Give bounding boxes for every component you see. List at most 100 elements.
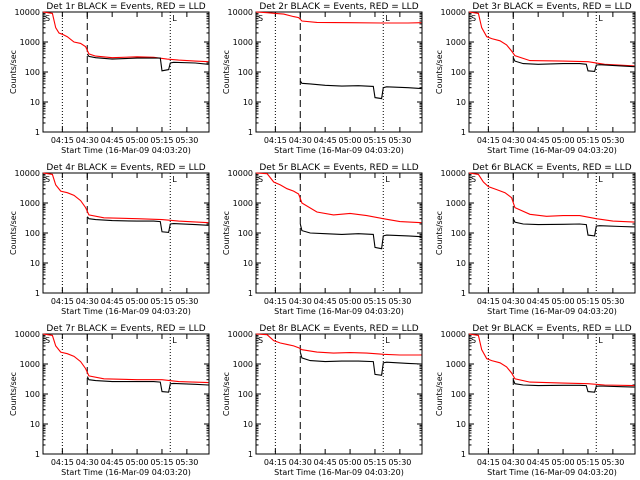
corner-label-l: L [385, 175, 390, 184]
y-tick-label: 10 [456, 259, 466, 268]
x-tick-label: 05:15 [576, 136, 599, 145]
x-tick-label: 05:30 [388, 458, 411, 467]
x-tick-label: 04:45 [314, 458, 337, 467]
chart-title: Det 3r BLACK = Events, RED = LLD [472, 2, 631, 12]
x-tick-label: 04:30 [76, 136, 99, 145]
chart-title: Det 2r BLACK = Events, RED = LLD [259, 2, 418, 12]
y-tick-label: 10000 [15, 330, 40, 339]
y-tick-label: 1000 [233, 38, 253, 47]
x-axis-label: Start Time (16-Mar-09 04:03:20) [61, 468, 191, 477]
panel-5: Det 5r BLACK = Events, RED = LLD 1 10 100 10… [222, 163, 423, 316]
x-axis-label: Start Time (16-Mar-09 04:03:20) [487, 146, 617, 155]
y-tick-label: 1000 [233, 199, 253, 208]
x-tick-label: 05:30 [175, 458, 198, 467]
plot-frame [255, 333, 423, 455]
corner-label-s: S [258, 14, 263, 23]
plot-frame [42, 172, 210, 294]
panel-2: Det 2r BLACK = Events, RED = LLD 1 10 100 10… [222, 2, 423, 155]
lld-rate-line [42, 333, 209, 384]
x-tick-label: 05:15 [576, 458, 599, 467]
x-tick-label: 05:30 [388, 136, 411, 145]
y-tick-label: 1 [461, 450, 466, 459]
panel-1: Det 1r BLACK = Events, RED = LLD 1 10 100 10… [9, 2, 210, 155]
y-axis-label: Counts/sec [222, 372, 231, 416]
y-axis-label: Counts/sec [222, 50, 231, 94]
panel-3: Det 3r BLACK = Events, RED = LLD 1 10 100 10… [435, 2, 636, 155]
y-tick-label: 1000 [233, 360, 253, 369]
corner-label-s: S [258, 336, 263, 345]
corner-label-s: S [45, 336, 50, 345]
x-tick-label: 04:45 [101, 136, 124, 145]
x-axis-label: Start Time (16-Mar-09 04:03:20) [274, 307, 404, 316]
x-tick-label: 05:00 [552, 458, 575, 467]
y-axis-label: Counts/sec [435, 50, 444, 94]
x-tick-label: 04:45 [527, 297, 550, 306]
x-axis-label: Start Time (16-Mar-09 04:03:20) [61, 146, 191, 155]
events-rate-line [512, 218, 635, 237]
x-tick-label: 05:00 [126, 136, 149, 145]
chart-title: Det 6r BLACK = Events, RED = LLD [472, 163, 631, 173]
y-tick-label: 10000 [228, 169, 253, 178]
x-tick-label: 05:15 [576, 297, 599, 306]
y-tick-label: 10000 [228, 8, 253, 17]
y-tick-label: 1 [35, 450, 40, 459]
x-axis-label: Start Time (16-Mar-09 04:03:20) [274, 146, 404, 155]
x-tick-label: 04:30 [76, 297, 99, 306]
y-tick-label: 1000 [446, 199, 466, 208]
y-tick-label: 100 [451, 68, 466, 77]
y-tick-label: 100 [25, 229, 40, 238]
x-tick-label: 04:30 [502, 297, 525, 306]
x-tick-label: 04:15 [264, 297, 287, 306]
x-tick-label: 04:15 [51, 136, 74, 145]
corner-label-s: S [471, 14, 476, 23]
y-tick-label: 100 [451, 390, 466, 399]
x-tick-label: 05:15 [363, 458, 386, 467]
y-axis-label: Counts/sec [222, 211, 231, 255]
y-axis-label: Counts/sec [9, 211, 18, 255]
y-tick-label: 10000 [441, 169, 466, 178]
x-tick-label: 05:15 [150, 458, 173, 467]
y-axis-label: Counts/sec [9, 372, 18, 416]
y-tick-label: 10 [456, 98, 466, 107]
plot-frame [42, 333, 210, 455]
y-tick-label: 10000 [441, 330, 466, 339]
x-tick-label: 05:00 [339, 136, 362, 145]
y-axis-label: Counts/sec [9, 50, 18, 94]
lld-rate-line [42, 11, 209, 63]
y-tick-label: 10000 [228, 330, 253, 339]
y-tick-label: 1 [461, 289, 466, 298]
x-tick-label: 05:00 [126, 297, 149, 306]
corner-label-s: S [471, 175, 476, 184]
corner-label-s: S [45, 14, 50, 23]
y-tick-label: 10 [243, 259, 253, 268]
chart-title: Det 9r BLACK = Events, RED = LLD [472, 324, 631, 334]
chart-title: Det 7r BLACK = Events, RED = LLD [46, 324, 205, 334]
chart-title: Det 1r BLACK = Events, RED = LLD [46, 2, 205, 12]
x-tick-label: 05:15 [363, 297, 386, 306]
x-tick-label: 04:15 [51, 297, 74, 306]
y-tick-label: 1 [461, 128, 466, 137]
x-tick-label: 05:30 [601, 136, 624, 145]
x-tick-label: 04:45 [101, 297, 124, 306]
y-tick-label: 1 [35, 128, 40, 137]
x-tick-label: 04:30 [76, 458, 99, 467]
lld-rate-line [255, 172, 422, 224]
lld-rate-line [42, 172, 209, 224]
x-tick-label: 05:00 [126, 458, 149, 467]
x-tick-label: 05:30 [601, 297, 624, 306]
y-tick-label: 100 [25, 68, 40, 77]
corner-label-l: L [385, 14, 390, 23]
x-tick-label: 05:00 [339, 297, 362, 306]
y-tick-label: 1 [248, 128, 253, 137]
x-tick-label: 04:45 [527, 136, 550, 145]
y-tick-label: 1 [35, 289, 40, 298]
corner-label-l: L [172, 14, 177, 23]
y-tick-label: 10 [243, 420, 253, 429]
plot-frame [255, 11, 423, 133]
lld-rate-line [255, 333, 422, 356]
y-tick-label: 10000 [15, 169, 40, 178]
corner-label-l: L [172, 175, 177, 184]
plot-frame [468, 172, 636, 294]
x-tick-label: 05:15 [363, 136, 386, 145]
